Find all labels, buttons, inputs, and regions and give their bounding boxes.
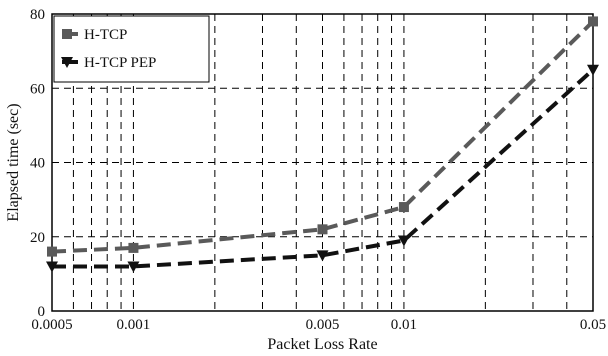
legend-item: H-TCP bbox=[62, 27, 127, 43]
data-point bbox=[317, 224, 328, 235]
ticks: 0.0005 0.001 0.005 0.01 0.05 0 20 40 60 80 bbox=[30, 7, 606, 333]
data-point bbox=[128, 242, 139, 253]
data-point bbox=[588, 16, 598, 27]
plot-frame bbox=[51, 13, 594, 312]
series-2 bbox=[46, 64, 599, 273]
x-tick-label: 0.01 bbox=[391, 317, 417, 333]
legend-box bbox=[53, 15, 210, 83]
legend-marker bbox=[62, 29, 72, 39]
legend: H-TCP H-TCP PEP bbox=[53, 15, 210, 83]
series-line bbox=[51, 19, 595, 254]
legend-marker bbox=[61, 57, 73, 68]
x-tick-label: 0.05 bbox=[580, 317, 606, 333]
data-point bbox=[587, 64, 599, 76]
x-axis-label: Packet Loss Rate bbox=[267, 336, 377, 353]
data-point bbox=[316, 250, 329, 262]
x-tick-label: 0.0005 bbox=[31, 317, 72, 333]
y-tick-label: 60 bbox=[30, 81, 45, 97]
series-line bbox=[52, 68, 595, 269]
x-tick-label: 0.005 bbox=[306, 317, 340, 333]
data-point bbox=[47, 246, 57, 257]
y-tick-label: 80 bbox=[30, 7, 45, 23]
legend-label: H-TCP PEP bbox=[84, 55, 156, 71]
series-layer bbox=[46, 16, 599, 273]
y-tick-label: 20 bbox=[30, 230, 45, 246]
data-point bbox=[127, 261, 140, 273]
x-tick-label: 0.001 bbox=[117, 317, 151, 333]
legend-label: H-TCP bbox=[84, 27, 127, 43]
y-tick-label: 40 bbox=[30, 156, 45, 172]
data-point bbox=[398, 202, 409, 213]
y-tick-label: 0 bbox=[38, 304, 46, 320]
series-1 bbox=[47, 16, 598, 257]
y-axis-label: Elapsed time (sec) bbox=[5, 103, 22, 221]
data-point bbox=[397, 235, 410, 247]
data-point bbox=[46, 261, 58, 273]
grid bbox=[52, 14, 593, 311]
legend-item: H-TCP PEP bbox=[61, 55, 156, 71]
